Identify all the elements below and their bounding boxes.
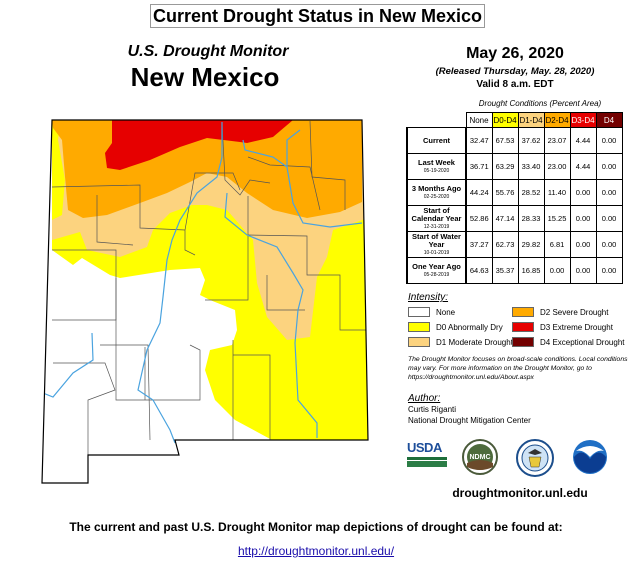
table-row: Current 32.47 67.53 37.62 23.07 4.44 0.00	[406, 127, 623, 154]
row-date: 05-28-2019	[423, 271, 450, 278]
commerce-logo	[516, 439, 554, 477]
table-cell: 52.86	[465, 205, 493, 232]
map-date: May 26, 2020	[466, 45, 564, 62]
legend-item-none: None	[408, 307, 455, 317]
row-date: 02-25-2020	[423, 193, 450, 200]
table-cell: 37.62	[517, 127, 545, 154]
table-cell: 16.85	[517, 257, 545, 284]
table-cell: 67.53	[491, 127, 519, 154]
table-cell: 37.27	[465, 231, 493, 258]
col-d2-d4: D2-D4	[543, 112, 571, 128]
table-cell: 33.40	[517, 153, 545, 180]
footer-text: The current and past U.S. Drought Monito…	[69, 520, 563, 534]
drought-monitor-link[interactable]: http://droughtmonitor.unl.edu/	[237, 544, 395, 558]
row-label: One Year Ago 05-28-2019	[406, 257, 467, 284]
table-cell: 32.47	[465, 127, 493, 154]
legend-item-d0: D0 Abnormally Dry	[408, 322, 503, 332]
site-url: droughtmonitor.unl.edu	[452, 486, 588, 500]
table-cell: 62.73	[491, 231, 519, 258]
table-cell: 0.00	[595, 153, 623, 180]
table-row: One Year Ago 05-28-2019 64.63 35.37 16.85 0.0…	[406, 257, 623, 284]
row-label: Start of Water Year 10-01-2019	[406, 231, 467, 258]
col-d4: D4	[595, 112, 623, 128]
legend-title: Intensity:	[408, 292, 449, 303]
table-cell: 23.00	[543, 153, 571, 180]
table-cell: 11.40	[543, 179, 571, 206]
legend-item-d2: D2 Severe Drought	[512, 307, 608, 317]
table-cell: 0.00	[595, 257, 623, 284]
rivers	[42, 122, 363, 444]
row-label: Current	[406, 127, 467, 154]
table-cell: 0.00	[595, 179, 623, 206]
canadian-river	[242, 139, 363, 228]
table-row: 3 Months Ago 02-25-2020 44.24 55.76 28.52 11.…	[406, 179, 623, 206]
table-row: Start of Calendar Year 12-31-2019 52.86 47.…	[406, 205, 623, 232]
table-cell: 4.44	[569, 127, 597, 154]
table-caption: Drought Conditions (Percent Area)	[478, 99, 602, 108]
valid-time: Valid 8 a.m. EDT	[476, 79, 554, 90]
table-cell: 0.00	[569, 231, 597, 258]
table-cell: 23.07	[543, 127, 571, 154]
legend-item-d3: D3 Extreme Drought	[512, 322, 613, 332]
ndmc-logo: NDMC	[462, 439, 498, 475]
author-label: Author:	[408, 393, 441, 404]
disclaimer-note: The Drought Monitor focuses on broad-sca…	[408, 356, 628, 381]
author-name: Curtis Riganti	[408, 405, 457, 414]
table-cell: 0.00	[569, 179, 597, 206]
rio-grande-river	[137, 122, 223, 444]
page-title: Current Drought Status in New Mexico	[150, 4, 485, 28]
state-outline	[41, 119, 369, 484]
table-cell: 55.76	[491, 179, 519, 206]
table-cell: 64.63	[465, 257, 493, 284]
table-cell: 35.37	[491, 257, 519, 284]
col-none: None	[465, 112, 493, 128]
release-date: (Released Thursday, May. 28, 2020)	[435, 66, 595, 77]
table-cell: 6.81	[543, 231, 571, 258]
table-cell: 29.82	[517, 231, 545, 258]
table-row: Last Week 05-19-2020 36.71 63.29 33.40 23.00 4…	[406, 153, 623, 180]
noaa-logo: NOAA	[573, 440, 607, 474]
table-cell: 0.00	[595, 205, 623, 232]
row-date: 12-31-2019	[423, 223, 450, 230]
legend-item-d1: D1 Moderate Drought	[408, 337, 513, 347]
legend-item-d4: D4 Exceptional Drought	[512, 337, 625, 347]
table-cell: 15.25	[543, 205, 571, 232]
map-heading: U.S. Drought Monitor	[127, 43, 289, 60]
gila-river	[42, 332, 94, 398]
col-d3-d4: D3-D4	[569, 112, 597, 128]
svg-text:NDMC: NDMC	[470, 454, 491, 461]
author-org: National Drought Mitigation Center	[408, 416, 531, 425]
row-date: 10-01-2019	[423, 249, 450, 256]
county-lines	[51, 120, 368, 455]
col-d0-d4: D0-D4	[491, 112, 519, 128]
table-cell: 0.00	[569, 257, 597, 284]
col-d1-d4: D1-D4	[517, 112, 545, 128]
table-cell: 63.29	[491, 153, 519, 180]
table-cell: 0.00	[595, 127, 623, 154]
table-cell: 28.52	[517, 179, 545, 206]
table-row: Start of Water Year 10-01-2019 37.27 62.73 2…	[406, 231, 623, 258]
map-d3-area	[105, 120, 293, 170]
table-cell: 4.44	[569, 153, 597, 180]
table-cell: 28.33	[517, 205, 545, 232]
table-cell: 47.14	[491, 205, 519, 232]
state-name: New Mexico	[130, 62, 280, 92]
row-label: 3 Months Ago 02-25-2020	[406, 179, 467, 206]
table-cell: 0.00	[543, 257, 571, 284]
pecos-river	[224, 192, 318, 438]
row-label: Start of Calendar Year 12-31-2019	[406, 205, 467, 232]
table-cell: 0.00	[569, 205, 597, 232]
row-label: Last Week 05-19-2020	[406, 153, 467, 180]
row-date: 05-19-2020	[423, 167, 450, 174]
table-cell: 36.71	[465, 153, 493, 180]
usda-logo: USDA	[407, 440, 447, 467]
drought-conditions-table: None D0-D4 D1-D4 D2-D4 D3-D4 D4 Current 3…	[406, 112, 623, 284]
svg-text:NOAA: NOAA	[584, 447, 596, 452]
table-cell: 0.00	[595, 231, 623, 258]
table-cell: 44.24	[465, 179, 493, 206]
